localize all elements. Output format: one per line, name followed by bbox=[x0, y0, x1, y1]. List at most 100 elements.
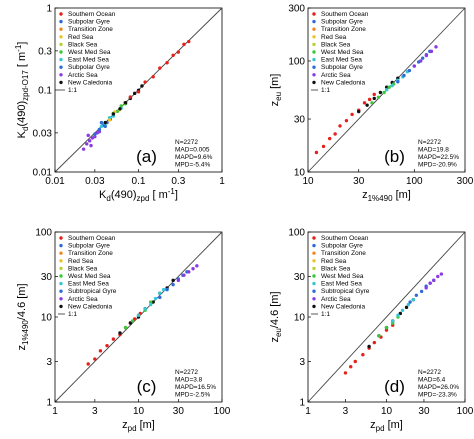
y-label-unit: [m] bbox=[269, 74, 281, 92]
y-label-sub: d bbox=[21, 127, 30, 131]
legend-label: 1:1 bbox=[321, 87, 330, 94]
data-point bbox=[165, 61, 169, 65]
data-point bbox=[158, 295, 162, 300]
legend-marker bbox=[59, 57, 63, 62]
data-point bbox=[81, 147, 86, 151]
y-tick-label: 100 bbox=[288, 228, 305, 239]
stat-line: MAPD=9.6% bbox=[175, 154, 213, 161]
data-point bbox=[361, 353, 365, 357]
x-tick-label: 0.03 bbox=[85, 176, 105, 187]
x-tick-label: 300 bbox=[457, 176, 474, 187]
y-tick-label: 3 bbox=[299, 357, 305, 368]
data-point bbox=[191, 267, 195, 271]
data-point bbox=[128, 321, 133, 325]
y-label-sub2: zpd-O17 bbox=[21, 70, 30, 101]
legend-marker bbox=[312, 27, 316, 31]
stat-line: MAPD=16.5% bbox=[175, 384, 216, 391]
data-point bbox=[321, 144, 326, 149]
panel-label: (c) bbox=[137, 377, 157, 396]
legend-label: Southern Ocean bbox=[321, 11, 369, 18]
legend-marker bbox=[312, 65, 316, 69]
legend-marker bbox=[312, 12, 316, 16]
legend-marker bbox=[312, 236, 316, 240]
data-point bbox=[149, 302, 153, 307]
x-tick-label: 100 bbox=[406, 176, 423, 187]
legend-marker bbox=[59, 281, 63, 286]
legend-label: Black Sea bbox=[68, 265, 98, 272]
x-label-sub: pd bbox=[376, 424, 385, 433]
data-point bbox=[384, 85, 389, 89]
data-point bbox=[414, 293, 419, 298]
x-tick-label: 3 bbox=[92, 406, 98, 417]
data-point bbox=[387, 85, 391, 89]
x-tick-label: 0.1 bbox=[132, 176, 146, 187]
legend-label: Subpolar Gyre bbox=[68, 64, 110, 71]
legend-label: Transition Zone bbox=[68, 250, 113, 257]
data-point bbox=[367, 344, 371, 349]
x-label-end: ] bbox=[175, 189, 178, 201]
legend-marker bbox=[59, 259, 63, 263]
legend-label: West Med Sea bbox=[68, 273, 111, 280]
legend-label: Subpolar Gyre bbox=[321, 243, 363, 250]
data-point bbox=[93, 357, 97, 361]
legend-label: Subpolar Gyre bbox=[321, 19, 363, 26]
legend-marker bbox=[59, 42, 63, 47]
legend-label: Subtropical Gyre bbox=[68, 288, 117, 295]
legend-label: Transition Zone bbox=[321, 26, 366, 33]
data-point bbox=[421, 56, 425, 60]
y-label-sub: eu bbox=[274, 328, 283, 337]
legend-label: West Med Sea bbox=[68, 49, 111, 56]
x-label-unit: [m] bbox=[137, 419, 155, 431]
data-point bbox=[103, 120, 107, 125]
data-point bbox=[87, 139, 92, 143]
data-point bbox=[187, 270, 191, 274]
data-point bbox=[111, 112, 116, 116]
legend-marker bbox=[312, 297, 316, 301]
y-tick-label: 30 bbox=[294, 115, 306, 126]
data-point bbox=[90, 136, 95, 140]
data-point bbox=[118, 107, 122, 111]
y-label-main: z bbox=[269, 101, 281, 107]
legend-marker bbox=[59, 243, 63, 248]
stat-line: MPD=-2.5% bbox=[175, 392, 210, 399]
data-point bbox=[143, 307, 147, 311]
legend-marker bbox=[59, 289, 63, 293]
data-point bbox=[132, 91, 137, 96]
x-label-main: K bbox=[99, 189, 107, 201]
data-point bbox=[171, 278, 175, 283]
x-label-main: z bbox=[362, 189, 368, 201]
data-point bbox=[390, 83, 394, 88]
x-label-sup: -1 bbox=[168, 187, 176, 196]
data-point bbox=[402, 73, 406, 78]
data-point bbox=[365, 103, 369, 107]
x-tick-label: 100 bbox=[214, 406, 231, 417]
data-point bbox=[372, 96, 376, 101]
legend-label: New Caledonia bbox=[68, 303, 112, 310]
y-label-sub: eu bbox=[274, 92, 283, 101]
data-point bbox=[353, 359, 357, 364]
data-point bbox=[349, 365, 353, 369]
data-point bbox=[136, 90, 141, 94]
stat-line: MAD=3.8 bbox=[175, 377, 203, 384]
data-point bbox=[419, 59, 423, 63]
legend-marker bbox=[59, 35, 63, 39]
y-label-end: ] bbox=[16, 42, 28, 45]
x-label-main: z bbox=[122, 419, 128, 431]
data-point bbox=[357, 109, 361, 114]
legend-label: Transition Zone bbox=[321, 250, 366, 257]
data-point bbox=[432, 278, 436, 283]
data-point bbox=[377, 334, 381, 338]
x-axis-label: z1%490 [m] bbox=[362, 189, 411, 203]
y-label-mid: (490) bbox=[16, 101, 28, 127]
data-point bbox=[406, 302, 411, 307]
legend-label: Arctic Sea bbox=[321, 72, 351, 79]
data-point bbox=[439, 272, 444, 276]
data-point bbox=[119, 104, 123, 108]
data-point bbox=[176, 50, 181, 54]
stat-line: MAD=0.005 bbox=[175, 147, 210, 154]
data-point bbox=[123, 325, 128, 330]
legend-label: Southern Ocean bbox=[68, 11, 116, 18]
data-point bbox=[429, 49, 434, 54]
y-tick-label: 0.01 bbox=[33, 168, 53, 179]
x-label-unit: [ m bbox=[149, 189, 167, 201]
